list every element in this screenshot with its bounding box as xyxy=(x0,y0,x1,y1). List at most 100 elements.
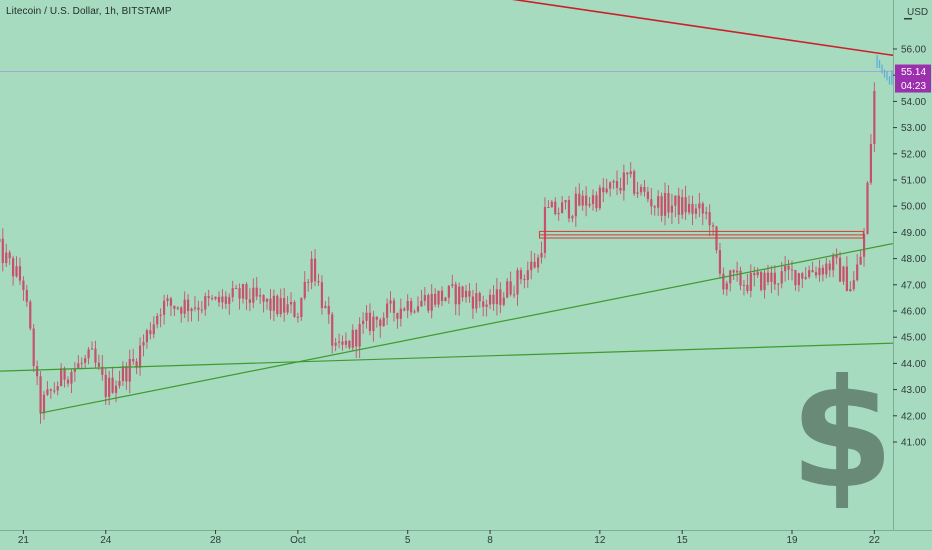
candle-body xyxy=(430,293,433,311)
candle-body xyxy=(615,181,619,188)
candle-body xyxy=(509,281,512,295)
candle-body xyxy=(337,341,341,343)
y-tick-label: 53.00 xyxy=(901,123,926,134)
candle-body xyxy=(506,281,509,298)
candle-body xyxy=(711,225,715,227)
candle-body xyxy=(873,90,876,145)
candle-body xyxy=(849,289,852,292)
candle-body xyxy=(135,361,138,368)
candle-body xyxy=(382,317,385,327)
x-tick-label: Oct xyxy=(290,535,306,546)
candle-body xyxy=(512,294,516,296)
candle-body xyxy=(468,290,471,297)
x-tick-label: 8 xyxy=(487,535,493,546)
candle-body xyxy=(142,342,145,346)
candle-body xyxy=(862,233,866,257)
x-tick-label: 5 xyxy=(405,535,411,546)
y-tick-label: 48.00 xyxy=(901,254,926,265)
candle-body xyxy=(156,315,159,325)
candle-body xyxy=(561,202,564,214)
x-tick-label: 22 xyxy=(869,535,881,546)
candle-body xyxy=(324,305,327,309)
candle-body xyxy=(742,284,746,286)
candle-body xyxy=(365,312,368,321)
candle-body xyxy=(804,276,807,279)
candle-body xyxy=(276,295,279,315)
candle-body xyxy=(464,290,468,298)
candle-body xyxy=(653,206,656,208)
candle-body xyxy=(687,203,691,213)
candle-body xyxy=(447,285,450,298)
candle-body xyxy=(46,389,49,395)
candle-body xyxy=(125,366,128,382)
candle-body xyxy=(221,296,224,303)
candle-body xyxy=(197,307,200,310)
candle-body xyxy=(670,205,674,213)
candle-body xyxy=(588,204,591,206)
candle-body xyxy=(97,362,100,367)
candle-body xyxy=(94,348,97,363)
candle-body xyxy=(29,301,32,329)
candle-body xyxy=(145,330,149,343)
candle-body xyxy=(303,281,306,299)
candle-body xyxy=(794,269,797,286)
candle-body xyxy=(193,307,197,309)
candle-body xyxy=(550,201,553,208)
candle-body xyxy=(248,299,251,303)
candle-body xyxy=(1,238,4,264)
candle-body xyxy=(825,263,828,275)
candle-body xyxy=(619,187,622,191)
candle-body xyxy=(722,273,725,290)
candle-body xyxy=(252,287,255,303)
candle-body xyxy=(152,324,155,335)
candle-body xyxy=(289,301,293,305)
candle-body xyxy=(410,301,413,313)
candle-body xyxy=(159,314,162,316)
y-tick-label: 50.00 xyxy=(901,202,926,213)
candle-body xyxy=(379,319,382,327)
candle-body xyxy=(121,366,125,381)
candle-body xyxy=(856,264,859,281)
candle-body xyxy=(15,266,18,277)
candle-body xyxy=(543,206,547,253)
candle-body xyxy=(739,270,742,286)
candle-body xyxy=(427,295,430,311)
candle-body xyxy=(746,284,749,291)
candle-body xyxy=(183,299,186,314)
candle-body xyxy=(547,206,550,208)
rising-support-line[interactable] xyxy=(39,217,932,414)
candle-body xyxy=(832,254,835,271)
candle-body xyxy=(859,256,862,265)
candle-body xyxy=(564,200,567,203)
candle-body xyxy=(423,295,426,301)
candle-body xyxy=(42,394,46,414)
candle-body xyxy=(835,254,838,258)
currency-label: USD xyxy=(907,7,928,18)
candle-body xyxy=(760,271,763,291)
candle-body xyxy=(255,287,258,297)
candle-body xyxy=(536,257,540,268)
candle-body xyxy=(766,272,770,283)
candle-body xyxy=(821,267,824,275)
flat-support-line[interactable] xyxy=(0,340,932,372)
candle-body xyxy=(502,297,505,305)
resistance-line[interactable] xyxy=(0,0,932,75)
y-tick-label: 42.00 xyxy=(901,411,926,422)
candle-body xyxy=(633,171,636,194)
candle-body xyxy=(190,308,193,312)
candle-body xyxy=(211,298,214,300)
candle-body xyxy=(581,195,584,206)
candle-body xyxy=(259,295,262,297)
candle-body xyxy=(200,309,203,311)
candle-body xyxy=(718,250,722,274)
candle-body xyxy=(118,380,121,386)
axis-settings-icon[interactable] xyxy=(904,18,912,20)
candle-body xyxy=(204,296,207,310)
candle-body xyxy=(334,342,337,346)
candle-body xyxy=(132,358,135,362)
candle-body xyxy=(358,324,361,347)
candle-body xyxy=(732,270,735,273)
candle-body xyxy=(591,195,595,205)
